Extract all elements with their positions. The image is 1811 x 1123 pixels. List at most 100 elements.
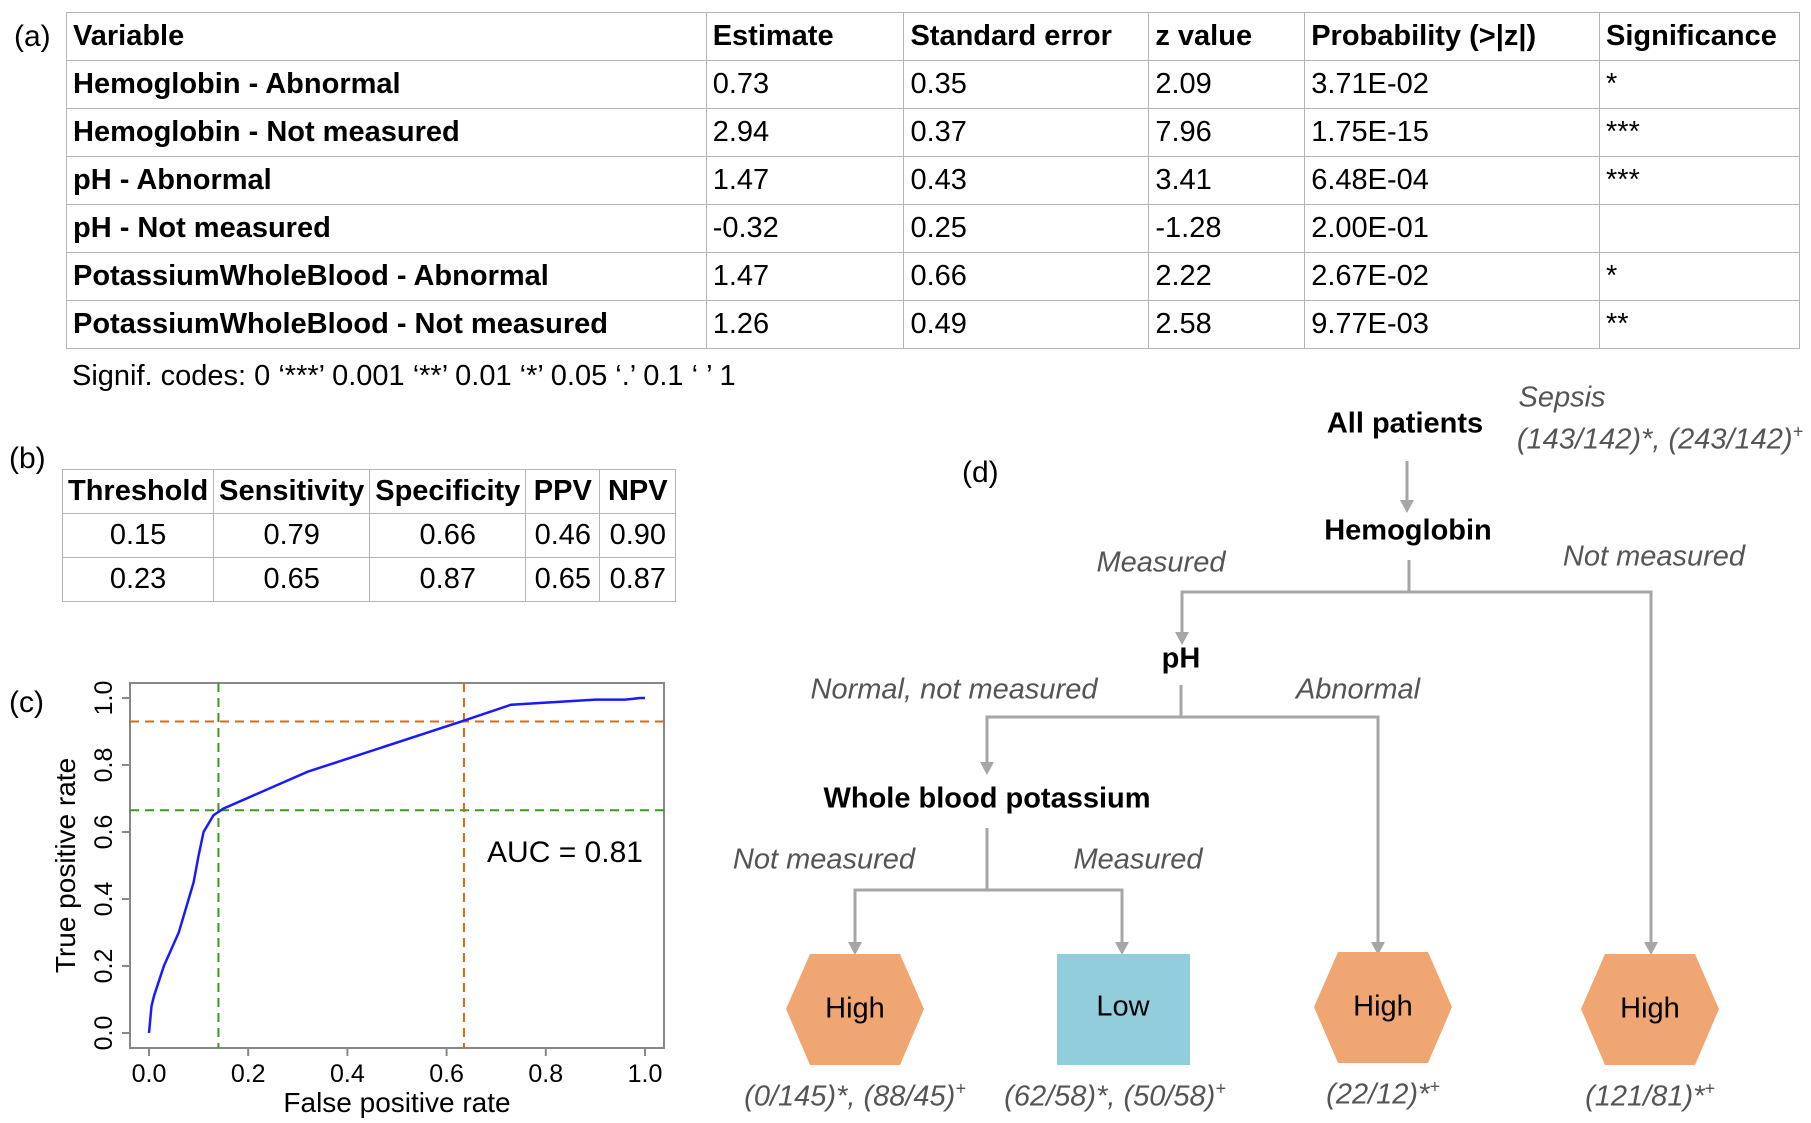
- table-cell: 0.25: [903, 204, 1150, 253]
- panel-c-label: (c): [9, 686, 44, 719]
- table-cell: **: [1599, 300, 1800, 349]
- auc-annotation: AUC = 0.81: [487, 836, 643, 869]
- table-cell: 0.73: [705, 60, 905, 109]
- column-header: Specificity: [369, 469, 527, 514]
- root-counts: (143/142)*, (243/142)+: [1516, 421, 1804, 456]
- table-cell: 3.41: [1148, 156, 1306, 205]
- row-label-cell: pH - Not measured: [66, 204, 707, 253]
- column-header: Sensitivity: [213, 469, 371, 514]
- arrowheads: [848, 500, 1658, 955]
- x-tick-label: 0.6: [429, 1060, 464, 1088]
- table-row: PotassiumWholeBlood - Abnormal 1.47 0.66 2.…: [66, 252, 1800, 301]
- node-ph: pH: [1161, 642, 1201, 675]
- table-cell: 2.58: [1148, 300, 1306, 349]
- node-hemoglobin: Hemoglobin: [1324, 514, 1492, 547]
- y-axis-label: True positive rate: [50, 758, 81, 973]
- node-whole-blood-potassium: Whole blood potassium: [823, 782, 1151, 815]
- table-cell: 2.00E-01: [1304, 204, 1601, 253]
- row-label-cell: PotassiumWholeBlood - Not measured: [66, 300, 707, 349]
- table-cell: 1.26: [705, 300, 905, 349]
- leaf-label: High: [825, 992, 885, 1025]
- leaf-counts: (22/12)*+: [1326, 1076, 1440, 1111]
- table-cell: 0.66: [903, 252, 1150, 301]
- edge-label: Not measured: [1562, 540, 1746, 573]
- table-cell: 0.79: [213, 513, 371, 558]
- y-tick-label: 0.8: [90, 748, 118, 783]
- leaf-hexagon: [1581, 954, 1719, 1065]
- leaf-label: Low: [1096, 990, 1150, 1023]
- leaf-rectangle: [1057, 954, 1190, 1065]
- table-cell: 0.65: [525, 557, 601, 602]
- node-all-patients: All patients: [1326, 407, 1484, 440]
- row-label-cell: 0.23: [61, 557, 215, 602]
- table-cell: 0.87: [599, 557, 677, 602]
- table-cell: 1.75E-15: [1304, 108, 1601, 157]
- leaf-shapes: [786, 952, 1719, 1065]
- table-header-row: Threshold Sensitivity Specificity PPV NP…: [61, 469, 677, 514]
- table-cell: 0.37: [903, 108, 1150, 157]
- edge-label: Measured: [1073, 843, 1203, 876]
- table-row: 0.23 0.65 0.87 0.65 0.87: [61, 557, 677, 602]
- edge-label: Not measured: [732, 843, 916, 876]
- edge-label: Measured: [1096, 546, 1226, 579]
- column-header: Standard error: [903, 12, 1150, 61]
- row-label-cell: PotassiumWholeBlood - Abnormal: [66, 252, 707, 301]
- leaf-counts: (0/145)*, (88/45)+: [744, 1078, 966, 1113]
- signif-codes: Signif. codes: 0 ‘***’ 0.001 ‘**’ 0.01 ‘…: [72, 360, 736, 392]
- table-cell: -1.28: [1148, 204, 1306, 253]
- table-cell: 6.48E-04: [1304, 156, 1601, 205]
- x-tick-label: 0.8: [528, 1060, 563, 1088]
- table-cell: -0.32: [705, 204, 905, 253]
- table-header-row: Variable Estimate Standard error z value…: [66, 12, 1800, 61]
- column-header: Probability (>|z|): [1304, 12, 1601, 61]
- x-tick-label: 1.0: [628, 1060, 663, 1088]
- leaf-counts: (62/58)*, (50/58)+: [1004, 1078, 1226, 1113]
- table-cell: 0.66: [369, 513, 527, 558]
- table-row: Hemoglobin - Abnormal 0.73 0.35 2.09 3.71E-0…: [66, 60, 1800, 109]
- roc-curve: [147, 696, 645, 1034]
- table-row: pH - Abnormal 1.47 0.43 3.41 6.48E-04 ***: [66, 156, 1800, 205]
- table-row: pH - Not measured -0.32 0.25 -1.28 2.00E-01: [66, 204, 1800, 253]
- regression-table: Variable Estimate Standard error z value…: [66, 12, 1800, 349]
- row-label-cell: Hemoglobin - Not measured: [66, 108, 707, 157]
- table-row: 0.15 0.79 0.66 0.46 0.90: [61, 513, 677, 558]
- column-header: Threshold: [61, 469, 215, 514]
- table-row: Hemoglobin - Not measured 2.94 0.37 7.96 1.7…: [66, 108, 1800, 157]
- panel-d-label: (d): [962, 456, 999, 489]
- x-tick-label: 0.4: [330, 1060, 365, 1088]
- x-axis-label: False positive rate: [283, 1087, 510, 1118]
- edge-hemoglobin-split: [1180, 560, 1653, 948]
- column-header: Variable: [66, 12, 707, 61]
- leaf-hexagon: [786, 954, 924, 1065]
- table-cell: 2.09: [1148, 60, 1306, 109]
- column-header: Significance: [1599, 12, 1800, 61]
- column-header: z value: [1148, 12, 1306, 61]
- leaf-counts: (121/81)*+: [1585, 1078, 1715, 1113]
- plot-frame: [129, 682, 665, 1049]
- table-cell: *: [1599, 252, 1800, 301]
- table-row: PotassiumWholeBlood - Not measured 1.26 0.…: [66, 300, 1800, 349]
- sepsis-label: Sepsis: [1518, 381, 1606, 414]
- table-cell: *: [1599, 60, 1800, 109]
- row-label-cell: Hemoglobin - Abnormal: [66, 60, 707, 109]
- panel-b-label: (b): [9, 442, 46, 475]
- table-cell: 0.35: [903, 60, 1150, 109]
- table-cell: 0.65: [213, 557, 371, 602]
- table-cell: 2.22: [1148, 252, 1306, 301]
- row-label-cell: 0.15: [61, 513, 215, 558]
- y-tick-label: 1.0: [90, 681, 118, 716]
- edge-ph-split: [985, 685, 1380, 948]
- edge-potassium-split: [853, 828, 1124, 948]
- row-label-cell: pH - Abnormal: [66, 156, 707, 205]
- table-cell: 0.90: [599, 513, 677, 558]
- table-cell: 1.47: [705, 252, 905, 301]
- x-tick-label: 0.2: [231, 1060, 266, 1088]
- roc-chart: 0.0 0.0 0.2 0.2 0.4 0.4 0.6 0.6 0.8 0.8 1.0 1.0 Fals…: [50, 681, 665, 1118]
- leaf-label: High: [1353, 990, 1413, 1023]
- y-tick-label: 0.4: [90, 882, 118, 917]
- leaf-label: High: [1620, 992, 1680, 1025]
- table-cell: [1599, 204, 1800, 253]
- leaf-hexagon: [1314, 952, 1452, 1063]
- y-tick-label: 0.6: [90, 815, 118, 850]
- column-header: PPV: [525, 469, 601, 514]
